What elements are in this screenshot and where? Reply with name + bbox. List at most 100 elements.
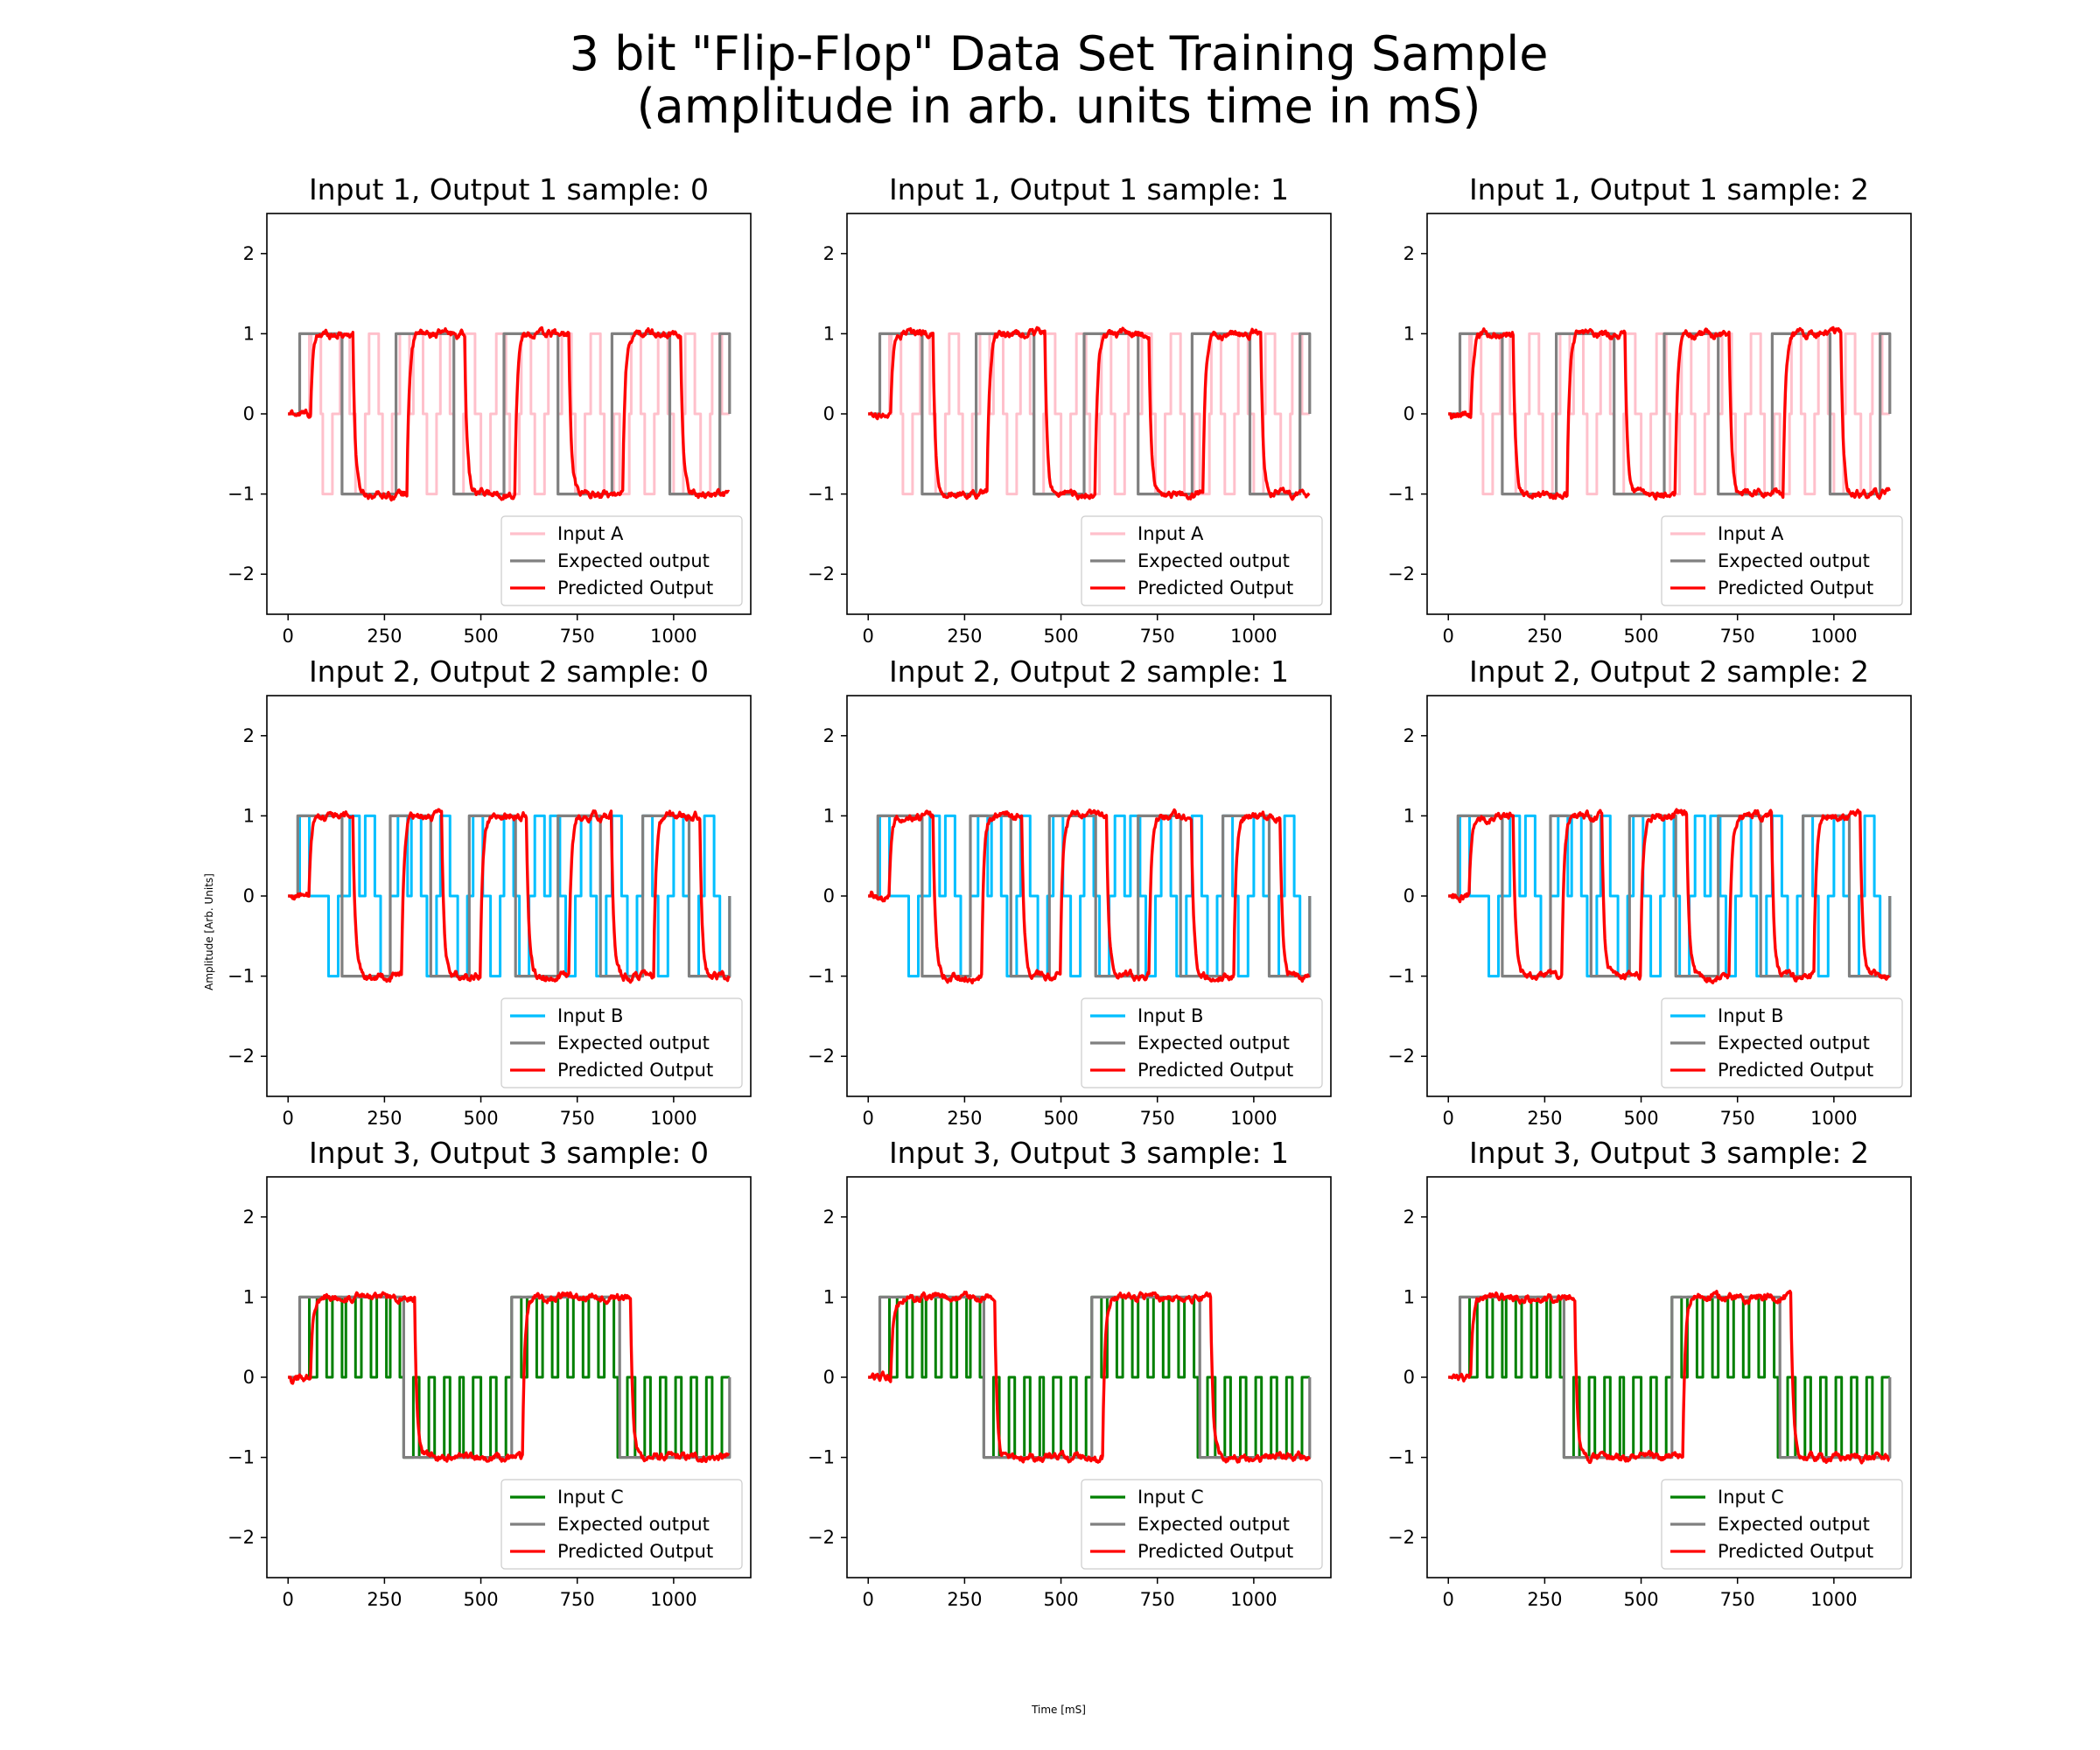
y-tick-label: 1 [243,805,255,826]
x-tick-label: 1000 [650,1589,696,1610]
x-tick-label: 750 [1140,626,1175,647]
legend-label: Expected output [1138,1032,1290,1054]
subplot-title: Input 1, Output 1 sample: 1 [889,172,1289,206]
y-tick-label: 1 [823,323,835,344]
legend-label: Expected output [1138,1514,1290,1535]
y-tick-label: −2 [228,564,255,584]
legend-label: Input C [557,1487,624,1508]
y-tick-label: −1 [1388,966,1415,987]
x-tick-label: 500 [1624,626,1659,647]
x-tick-label: 1000 [1810,1589,1857,1610]
legend-label: Expected output [1718,1032,1870,1054]
y-tick-label: 0 [823,886,835,906]
legend: Input C Expected output Predicted Output [500,1479,743,1570]
x-tick-label: 0 [863,1108,874,1129]
y-tick-label: 2 [243,243,255,264]
x-tick-label: 1000 [1230,626,1277,647]
x-tick-label: 500 [464,626,499,647]
legend: Input A Expected output Predicted Output [1661,515,1903,606]
subplot-title: Input 2, Output 2 sample: 2 [1469,654,1869,689]
x-tick-label: 0 [863,1589,874,1610]
y-tick-label: 1 [1404,805,1415,826]
figure-x-axis-label: Time [mS] [1031,1704,1086,1716]
legend-label: Expected output [1718,1514,1870,1535]
y-tick-label: 2 [1404,243,1415,264]
legend-label: Predicted Output [1138,1060,1293,1081]
series-line-predicted-output [1447,808,1891,984]
legend: Input B Expected output Predicted Output [1661,998,1903,1088]
y-tick-label: −1 [228,1447,255,1468]
y-tick-label: −2 [1388,564,1415,584]
x-tick-label: 750 [1720,1108,1755,1129]
legend-label: Predicted Output [1138,578,1293,598]
y-tick-label: 2 [1404,1207,1415,1228]
series-line-predicted-output [867,808,1311,984]
series-line-predicted-output [1447,326,1891,501]
x-tick-label: 250 [1527,1108,1562,1129]
subplot-r2-c3: Input 2, Output 2 sample: 2 0 250 500 750 100… [1388,654,1912,1129]
x-tick-label: 1000 [650,626,696,647]
x-tick-label: 500 [464,1108,499,1129]
subplot-r1-c2: Input 1, Output 1 sample: 1 0 250 500 750 100… [808,172,1332,647]
x-tick-label: 750 [1140,1108,1175,1129]
x-tick-label: 0 [1443,626,1454,647]
subplot-r3-c1: Input 3, Output 3 sample: 0 0 250 500 750 100… [228,1136,752,1610]
y-tick-label: −2 [228,1527,255,1548]
x-tick-label: 500 [1624,1108,1659,1129]
subplot-title: Input 1, Output 1 sample: 2 [1469,172,1869,206]
legend-box [1081,515,1323,606]
x-tick-label: 250 [947,1108,982,1129]
y-tick-label: 0 [1404,403,1415,424]
subplot-r2-c2: Input 2, Output 2 sample: 1 0 250 500 750 100… [808,654,1332,1129]
x-tick-label: 1000 [1230,1108,1277,1129]
legend-box [500,998,743,1088]
subplot-title: Input 3, Output 3 sample: 2 [1469,1136,1869,1170]
subplot-r3-c2: Input 3, Output 3 sample: 1 0 250 500 750 100… [808,1136,1332,1610]
subplot-title: Input 3, Output 3 sample: 0 [309,1136,709,1170]
legend-box [500,1479,743,1570]
y-tick-label: 1 [243,1286,255,1307]
y-tick-label: 1 [1404,1286,1415,1307]
x-tick-label: 0 [1443,1589,1454,1610]
x-tick-label: 250 [367,1589,402,1610]
y-tick-label: 2 [823,725,835,746]
y-tick-label: 0 [823,1367,835,1388]
legend-label: Expected output [557,550,710,571]
legend-box [500,515,743,606]
x-tick-label: 1000 [1810,626,1857,647]
y-tick-label: 0 [1404,886,1415,906]
series-line-predicted-output [287,326,731,502]
y-tick-label: 0 [1404,1367,1415,1388]
legend-label: Predicted Output [1718,1541,1873,1562]
legend-label: Predicted Output [557,1060,713,1081]
legend-box [1081,998,1323,1088]
x-tick-label: 500 [1044,1108,1079,1129]
x-tick-label: 500 [464,1589,499,1610]
legend-label: Predicted Output [1718,1060,1873,1081]
x-tick-label: 750 [1720,1589,1755,1610]
legend-label: Input A [1138,523,1204,544]
y-tick-label: 0 [243,403,255,424]
x-tick-label: 0 [1443,1108,1454,1129]
y-tick-label: 1 [243,323,255,344]
y-tick-label: −2 [228,1046,255,1067]
series-line-predicted-output [867,326,1311,501]
y-tick-label: 1 [1404,323,1415,344]
subplot-title: Input 2, Output 2 sample: 1 [889,654,1289,689]
subplot-r1-c1: Input 1, Output 1 sample: 0 0 250 500 750 100… [228,172,752,647]
y-tick-label: −1 [808,966,835,987]
y-tick-label: 2 [243,725,255,746]
subplot-r3-c3: Input 3, Output 3 sample: 2 0 250 500 750 100… [1388,1136,1912,1610]
figure-y-axis-label: Amplitude [Arb. Units] [203,873,215,990]
x-tick-label: 0 [283,626,294,647]
y-tick-label: 1 [823,805,835,826]
legend-box [1661,1479,1903,1570]
legend-label: Predicted Output [1138,1541,1293,1562]
legend: Input B Expected output Predicted Output [1081,998,1323,1088]
legend-label: Expected output [1718,550,1870,571]
x-tick-label: 250 [947,626,982,647]
legend-label: Input B [1718,1005,1783,1026]
y-tick-label: −2 [808,1527,835,1548]
y-tick-label: −1 [808,484,835,505]
